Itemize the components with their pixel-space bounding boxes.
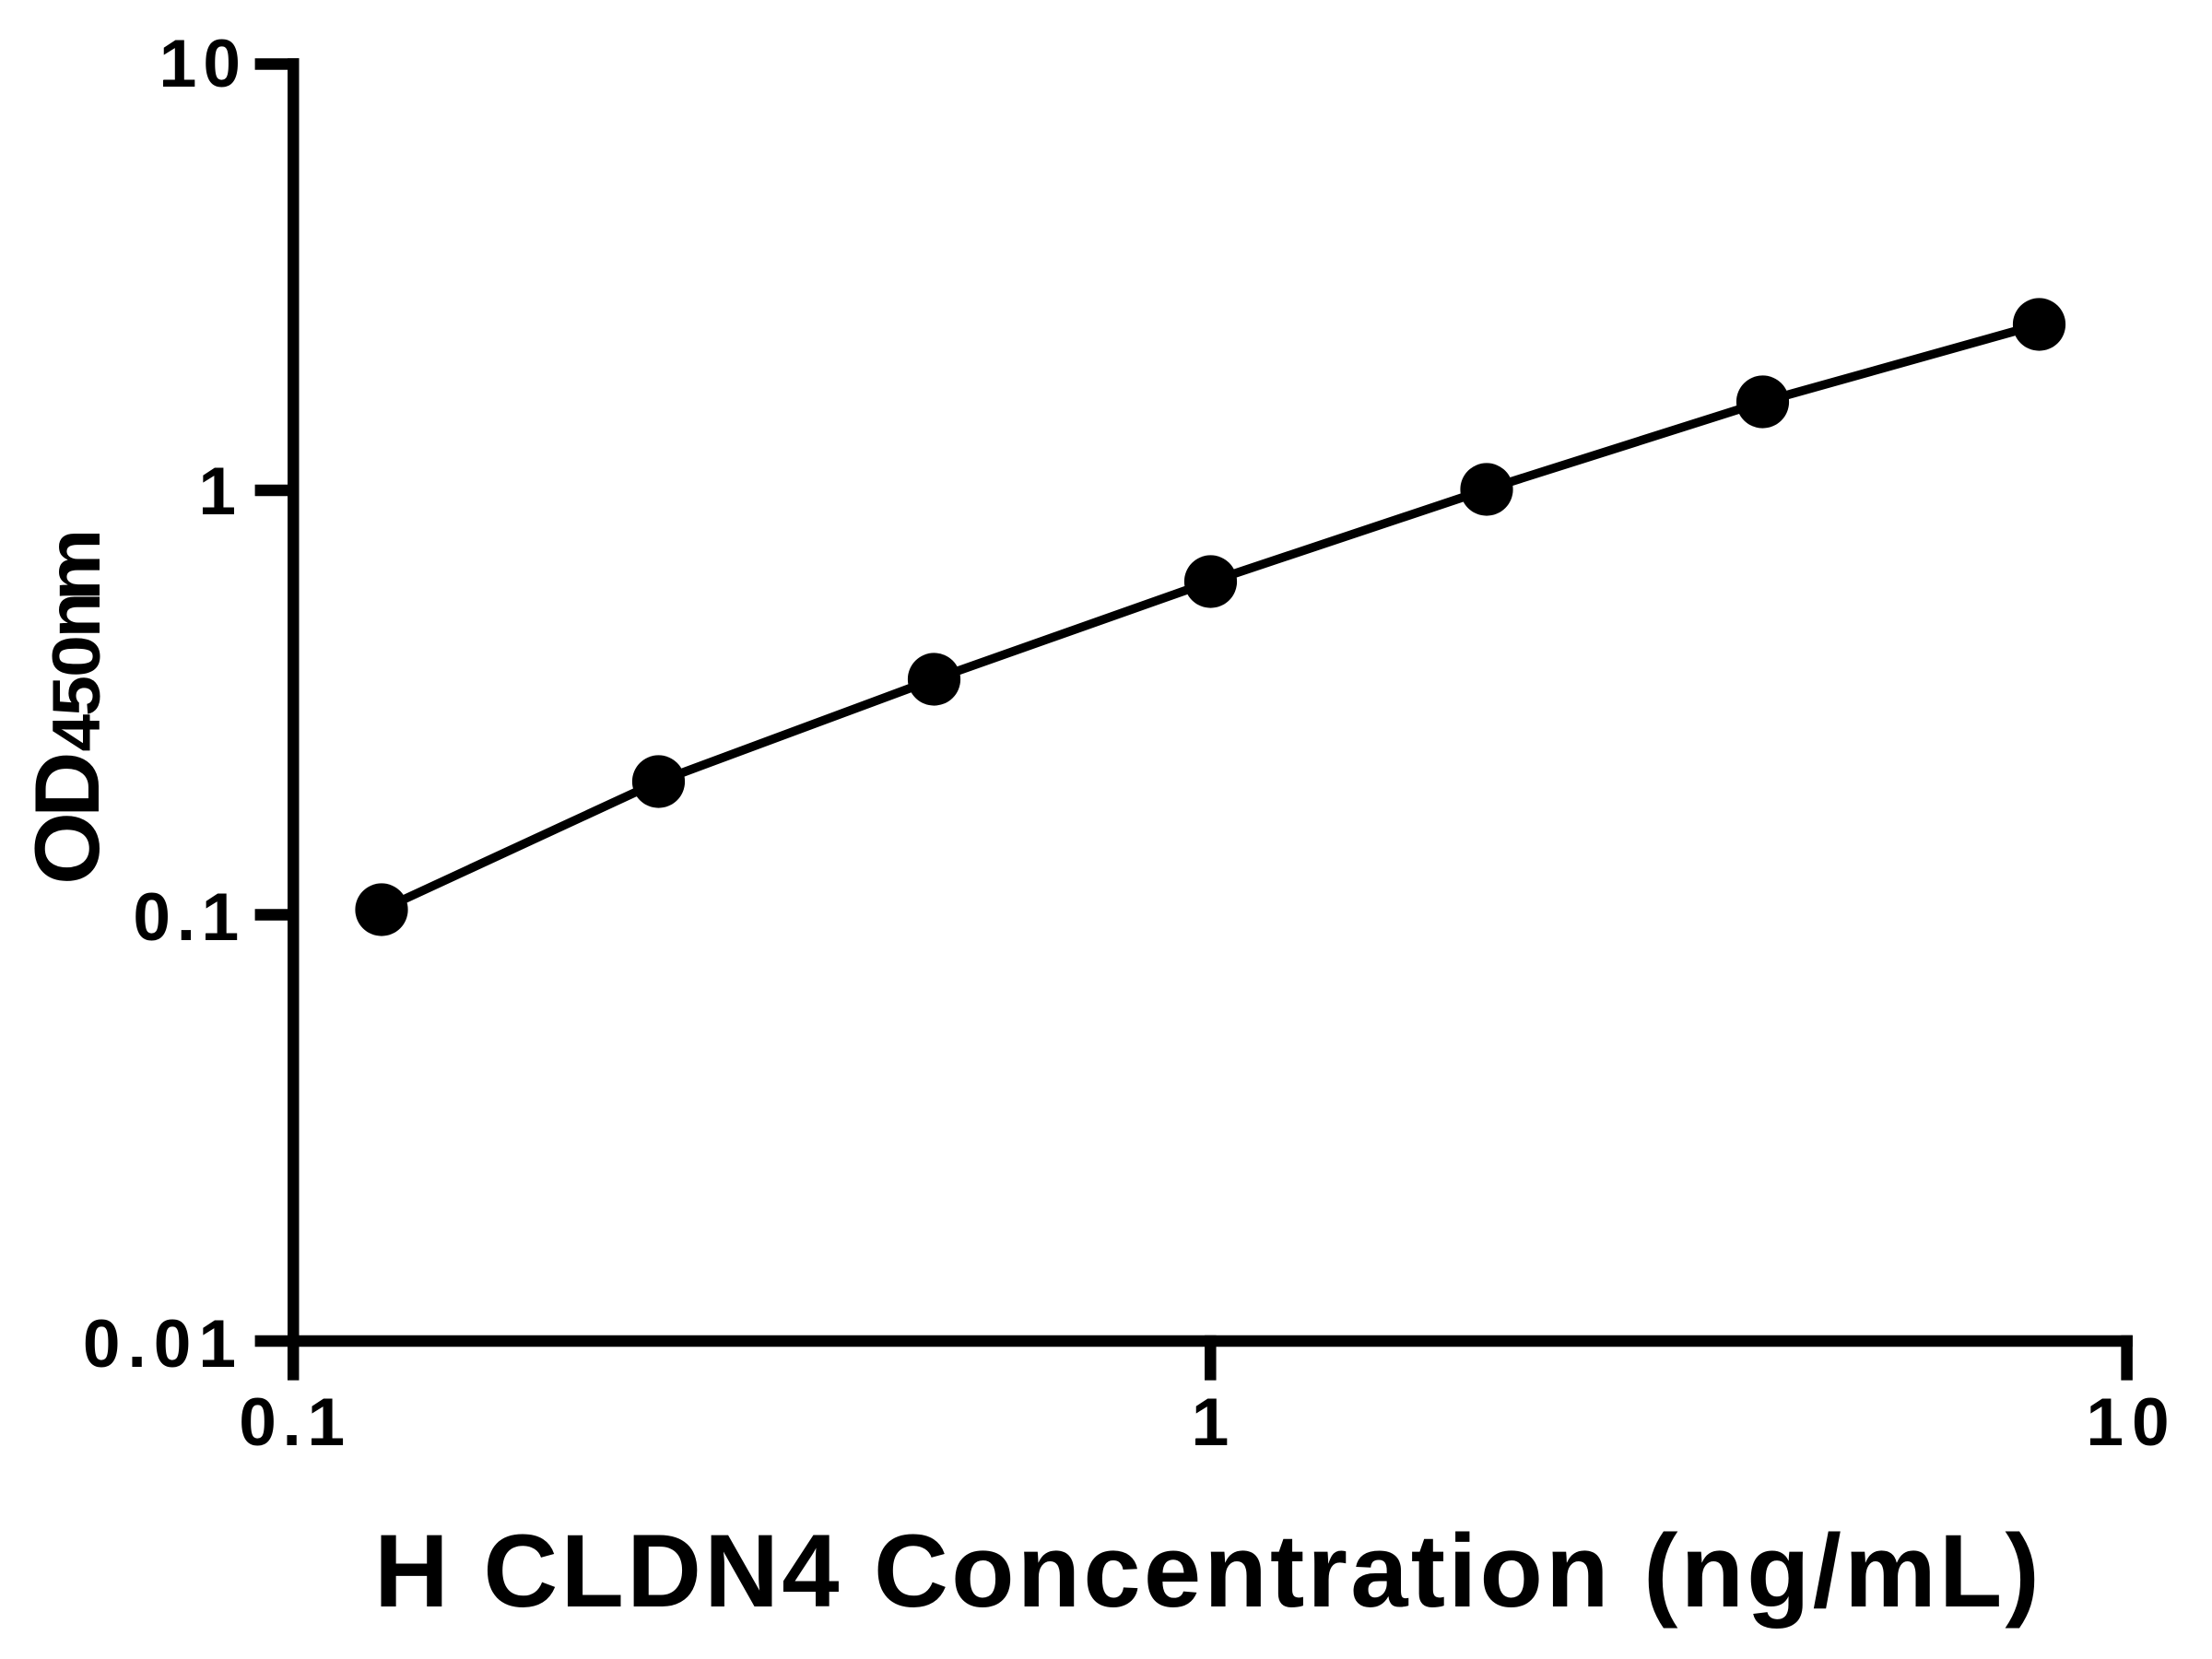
- svg-text:4: 4: [40, 714, 114, 752]
- svg-text:5: 5: [40, 676, 114, 716]
- svg-text:n: n: [32, 592, 116, 638]
- svg-text:0.01: 0.01: [83, 1307, 243, 1382]
- svg-text:0.1: 0.1: [239, 1385, 351, 1460]
- svg-text:0.1: 0.1: [133, 880, 245, 955]
- svg-text:D: D: [16, 752, 118, 818]
- svg-text:1: 1: [1192, 1385, 1233, 1460]
- svg-text:O: O: [16, 812, 118, 885]
- svg-text:m: m: [32, 529, 116, 602]
- svg-text:H CLDN4 Concentration (ng/mL): H CLDN4 Concentration (ng/mL): [374, 1513, 2042, 1629]
- svg-text:0: 0: [40, 635, 114, 677]
- svg-text:10: 10: [159, 27, 247, 101]
- svg-text:1: 1: [198, 454, 240, 529]
- svg-text:10: 10: [2086, 1385, 2177, 1460]
